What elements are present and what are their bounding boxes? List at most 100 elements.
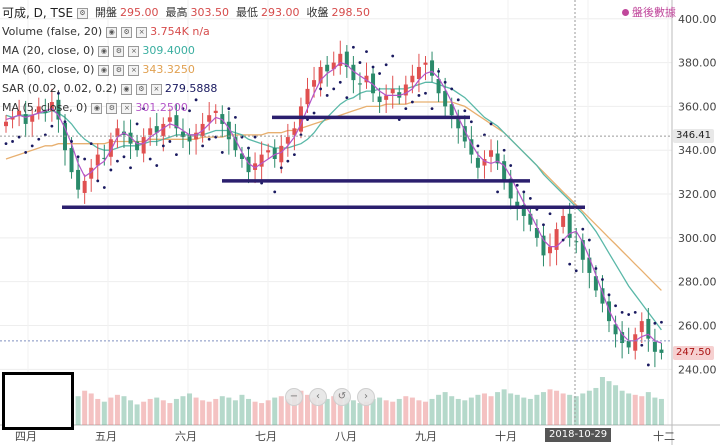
close-icon[interactable]: × — [128, 64, 140, 76]
eye-icon[interactable]: ◉ — [98, 45, 110, 57]
settings-icon[interactable]: ⚙ — [77, 7, 89, 19]
x-month-label: 十月 — [495, 429, 517, 443]
settings-icon[interactable]: ⚙ — [121, 26, 133, 38]
sar-dot — [135, 122, 139, 126]
indicator-row[interactable]: Volume (false, 20) ◉ ⚙ × 3.754K n/a — [2, 25, 210, 39]
sar-dot — [129, 166, 132, 170]
volume-bar — [429, 398, 435, 425]
volume-bar — [455, 398, 461, 425]
settings-icon[interactable]: ⚙ — [113, 64, 125, 76]
volume-bar — [200, 400, 206, 425]
volume-bar — [599, 377, 605, 425]
indicator-name: SAR (0.02, 0.02, 0.2) — [2, 82, 117, 95]
sar-dot — [30, 144, 34, 148]
volume-bar — [495, 392, 501, 425]
y-tick-label: 320.00 — [678, 188, 717, 201]
sar-dot — [456, 98, 460, 102]
scroll-right-icon[interactable]: › — [357, 388, 375, 406]
after-hours-icon — [622, 9, 629, 16]
indicator-name: Volume (false, 20) — [2, 25, 103, 38]
volume-bar — [134, 404, 140, 425]
y-tick-label: 340.00 — [678, 144, 717, 157]
close-icon[interactable]: × — [150, 83, 162, 95]
indicator-row[interactable]: MA (60, close, 0) ◉ ⚙ × 343.3250 — [2, 63, 195, 77]
sar-dot — [594, 267, 598, 270]
volume-bar — [403, 396, 409, 425]
sar-dot — [430, 107, 434, 110]
eye-icon[interactable]: ◉ — [91, 102, 103, 114]
candle-body — [390, 88, 395, 94]
candle-body — [331, 62, 336, 70]
sar-dot — [175, 153, 178, 157]
sar-dot — [168, 140, 172, 143]
candle-body — [253, 163, 258, 170]
candle-body — [226, 121, 231, 140]
sar-dot — [581, 227, 585, 231]
candle-body — [443, 91, 448, 107]
indicator-row[interactable]: SAR (0.02, 0.02, 0.2) ◉ ⚙ × 279.5888 — [2, 82, 217, 96]
sar-dot — [542, 223, 545, 227]
sar-dot — [509, 164, 513, 167]
candle-body — [574, 241, 579, 243]
settings-icon[interactable]: ⚙ — [135, 83, 147, 95]
volume-bar — [252, 401, 258, 425]
candle-body — [626, 340, 631, 348]
candle-body — [508, 178, 513, 199]
candle-body — [554, 229, 559, 250]
volume-bar — [606, 381, 612, 425]
eye-icon[interactable]: ◉ — [106, 26, 118, 38]
candle-body — [416, 66, 421, 80]
after-hours-link[interactable]: 盤後數據 — [622, 4, 676, 20]
eye-icon[interactable]: ◉ — [120, 83, 132, 95]
sar-dot — [568, 262, 572, 266]
sar-dot — [253, 135, 257, 139]
candle-body — [49, 102, 54, 111]
sar-dot — [496, 190, 499, 194]
indicator-row[interactable]: MA (20, close, 0) ◉ ⚙ × 309.4000 — [2, 44, 195, 58]
volume-bar — [324, 398, 330, 425]
x-month-label: 七月 — [255, 430, 277, 443]
sar-dot — [646, 363, 650, 367]
high-value: 303.50 — [190, 6, 230, 19]
last-price-tag: 247.50 — [673, 345, 714, 360]
symbol-title: 可成, D, TSE — [2, 6, 74, 20]
settings-icon[interactable]: ⚙ — [106, 102, 118, 114]
y-tick-label: 400.00 — [678, 13, 717, 26]
volume-bar — [259, 403, 265, 425]
close-icon[interactable]: × — [121, 102, 133, 114]
sar-dot — [522, 190, 526, 194]
volume-bar — [82, 390, 88, 425]
sar-dot — [640, 343, 644, 347]
sar-dot — [365, 50, 368, 54]
volume-bar — [219, 396, 225, 425]
candle-body — [180, 131, 185, 138]
sar-dot — [17, 135, 21, 139]
x-month-label: 四月 — [15, 430, 37, 443]
sar-dot — [404, 107, 408, 110]
candle-body — [587, 257, 592, 273]
candle-body — [76, 169, 81, 190]
sar-dot — [181, 107, 185, 110]
indicator-row[interactable]: MA (5, close, 0) ◉ ⚙ × 301.2500 — [2, 101, 188, 115]
close-icon[interactable]: × — [136, 26, 148, 38]
eye-icon[interactable]: ◉ — [98, 64, 110, 76]
zoom-out-icon[interactable]: − — [285, 388, 303, 406]
volume-bar — [481, 393, 487, 425]
sar-dot — [660, 320, 663, 324]
volume-bar — [318, 400, 324, 425]
chart-nav-controls: − ‹ ↺ › — [285, 388, 375, 406]
reset-icon[interactable]: ↺ — [333, 388, 351, 406]
sar-dot — [286, 159, 290, 163]
candle-body — [548, 246, 553, 254]
settings-icon[interactable]: ⚙ — [113, 45, 125, 57]
close-icon[interactable]: × — [128, 45, 140, 57]
candle-body — [279, 145, 284, 163]
volume-bar — [311, 397, 317, 425]
sar-dot — [515, 183, 519, 187]
sar-dot — [148, 157, 152, 161]
y-tick-label: 260.00 — [678, 320, 717, 333]
sar-dot — [489, 122, 493, 126]
candle-body — [613, 324, 618, 335]
sar-dot — [561, 238, 565, 242]
scroll-left-icon[interactable]: ‹ — [309, 388, 327, 406]
